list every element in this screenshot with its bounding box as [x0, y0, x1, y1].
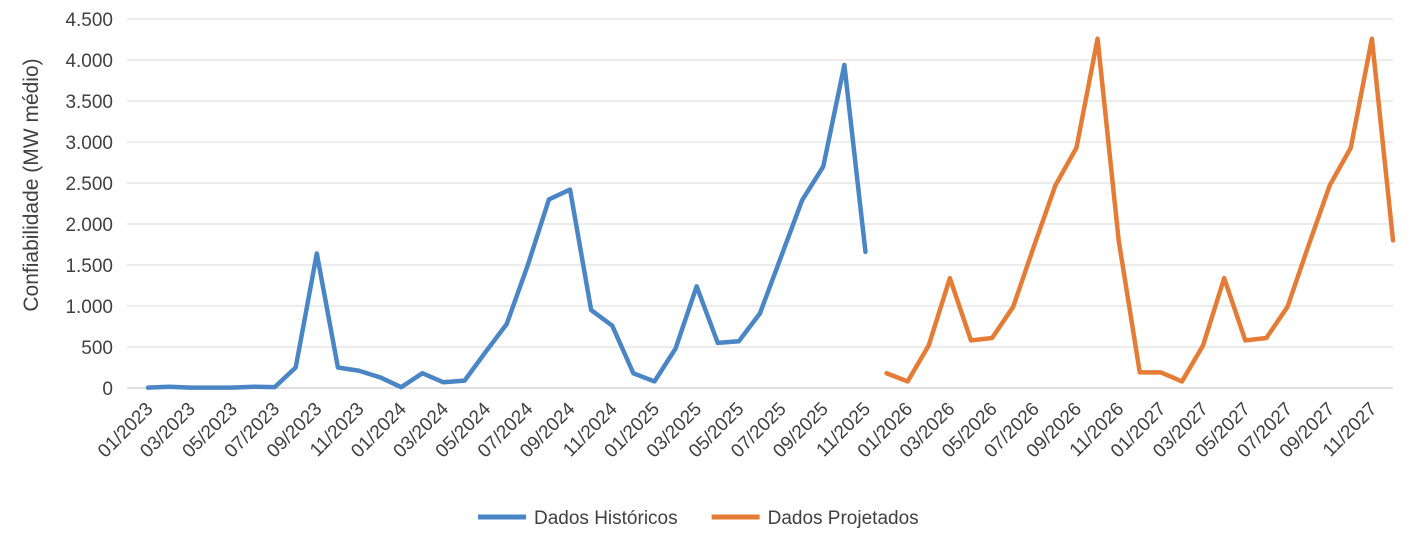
- series-line: [884, 36, 1396, 384]
- legend-label: Dados Projetados: [768, 508, 919, 529]
- legend: Dados Históricos Dados Projetados: [478, 508, 919, 529]
- y-tick-label: 1.500: [65, 256, 113, 277]
- y-tick-label: 3.000: [65, 133, 113, 154]
- y-axis-title: Confiabilidade (MW médio): [20, 58, 43, 311]
- series-line: [145, 62, 868, 390]
- y-tick-label: 0: [102, 379, 113, 400]
- y-tick-label: 4.500: [65, 10, 113, 31]
- y-tick-label: 500: [81, 338, 113, 359]
- x-axis-ticks: 01/202303/202305/202307/202309/202311/20…: [94, 398, 1381, 462]
- y-tick-label: 2.000: [65, 215, 113, 236]
- y-axis-ticks: 0 500 1.000 1.500 2.000 2.500 3.000 3.500 4.000 4…: [65, 10, 113, 400]
- gridlines: [127, 18, 1393, 389]
- legend-label: Dados Históricos: [534, 508, 678, 529]
- y-tick-label: 1.000: [65, 297, 113, 318]
- legend-item: Dados Históricos: [478, 508, 678, 529]
- legend-item: Dados Projetados: [711, 508, 919, 529]
- y-tick-label: 3.500: [65, 92, 113, 113]
- series-lines: [145, 36, 1396, 390]
- y-tick-label: 2.500: [65, 174, 113, 195]
- y-tick-label: 4.000: [65, 51, 113, 72]
